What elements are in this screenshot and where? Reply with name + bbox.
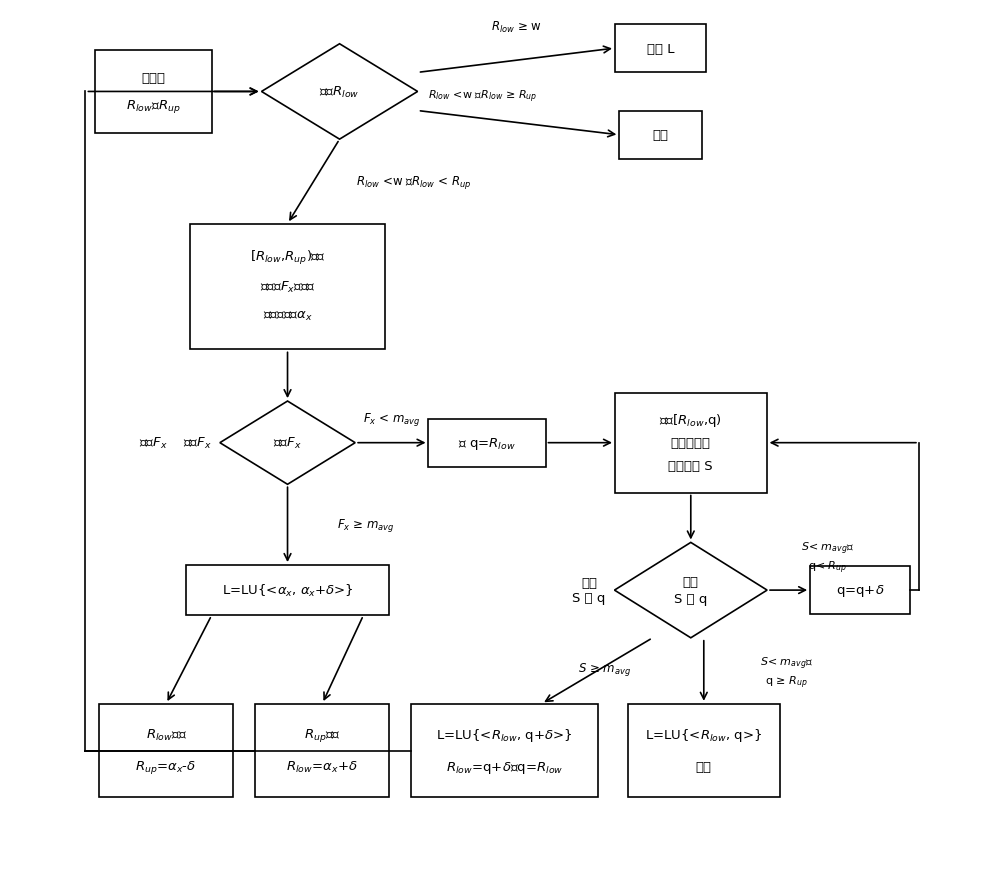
Bar [810, 567, 910, 614]
Text: 判断$F_x$: 判断$F_x$ [273, 435, 302, 451]
Text: 判断$R_{low}$: 判断$R_{low}$ [319, 85, 360, 100]
Text: 输出 L: 输出 L [647, 43, 674, 56]
Text: $F_x$ < $m_{avg}$: $F_x$ < $m_{avg}$ [363, 410, 421, 428]
Text: 计算[$R_{low}$,q): 计算[$R_{low}$,q) [659, 411, 722, 428]
Bar [411, 704, 598, 798]
Text: $R_{low}$ ≥ w: $R_{low}$ ≥ w [491, 20, 542, 35]
Bar [628, 704, 780, 798]
Text: $S$< $m_{avg}$且
q ≥ $R_{up}$: $S$< $m_{avg}$且 q ≥ $R_{up}$ [760, 655, 813, 690]
Text: 初始化: 初始化 [141, 71, 165, 84]
Text: 判断
S 和 q: 判断 S 和 q [572, 576, 606, 605]
Text: $S$ ≥ $m_{avg}$: $S$ ≥ $m_{avg}$ [578, 660, 631, 677]
Text: 间伸缩抗性: 间伸缩抗性 [671, 436, 711, 449]
Text: $R_{up}$=$\alpha_x$-$\delta$: $R_{up}$=$\alpha_x$-$\delta$ [135, 759, 197, 775]
Text: 频数总和 S: 频数总和 S [668, 460, 713, 473]
Text: L=LU{<$R_{low}$, q+$\delta$>}: L=LU{<$R_{low}$, q+$\delta$>} [436, 726, 573, 743]
Text: 判断: 判断 [683, 575, 699, 588]
Text: $R_{low}$ <w 且$R_{low}$ < $R_{up}$: $R_{low}$ <w 且$R_{low}$ < $R_{up}$ [356, 174, 471, 190]
Text: $R_{low}$ <w 且$R_{low}$ ≥ $R_{up}$: $R_{low}$ <w 且$R_{low}$ ≥ $R_{up}$ [428, 89, 537, 105]
Text: 停止: 停止 [696, 760, 712, 773]
Bar [428, 420, 546, 467]
Bar [190, 224, 385, 350]
Text: L=LU{<$R_{low}$, q>}: L=LU{<$R_{low}$, q>} [645, 726, 762, 743]
Text: $F_x$ ≥ $m_{avg}$: $F_x$ ≥ $m_{avg}$ [337, 516, 394, 534]
Bar [615, 25, 706, 73]
Bar [615, 394, 767, 493]
Text: [$R_{low}$,$R_{up}$)中最: [$R_{low}$,$R_{up}$)中最 [250, 249, 325, 267]
Text: $R_{low}$和$R_{up}$: $R_{low}$和$R_{up}$ [126, 98, 180, 116]
Polygon shape [220, 401, 355, 485]
Bar [255, 704, 389, 798]
Text: $R_{low}$=q+$\delta$，q=$R_{low}$: $R_{low}$=q+$\delta$，q=$R_{low}$ [446, 759, 563, 775]
Text: L=LU{<$\alpha_x$, $\alpha_x$+$\delta$>}: L=LU{<$\alpha_x$, $\alpha_x$+$\delta$>} [222, 582, 353, 599]
Text: 令 q=$R_{low}$: 令 q=$R_{low}$ [458, 435, 516, 451]
Text: 判断$F_x$: 判断$F_x$ [139, 435, 172, 451]
Polygon shape [614, 543, 767, 638]
Text: 伸缩抗性值$\alpha_x$: 伸缩抗性值$\alpha_x$ [263, 310, 312, 323]
Text: $S$< $m_{avg}$且
q< $R_{up}$: $S$< $m_{avg}$且 q< $R_{up}$ [801, 540, 854, 575]
Text: 停止: 停止 [652, 129, 668, 143]
Text: $R_{up}$不变: $R_{up}$不变 [304, 726, 341, 743]
Bar [619, 112, 702, 160]
Text: S 和 q: S 和 q [674, 593, 707, 605]
Text: $R_{low}$不变: $R_{low}$不变 [146, 726, 187, 742]
Bar [95, 51, 212, 134]
Bar [186, 566, 389, 615]
Polygon shape [262, 44, 418, 140]
Text: q=q+$\delta$: q=q+$\delta$ [836, 582, 884, 599]
Bar [99, 704, 233, 798]
Text: 判断$F_x$: 判断$F_x$ [183, 435, 211, 451]
Text: 高频数$F_x$对应的: 高频数$F_x$对应的 [260, 280, 315, 295]
Text: $R_{low}$=$\alpha_x$+$\delta$: $R_{low}$=$\alpha_x$+$\delta$ [286, 760, 358, 774]
